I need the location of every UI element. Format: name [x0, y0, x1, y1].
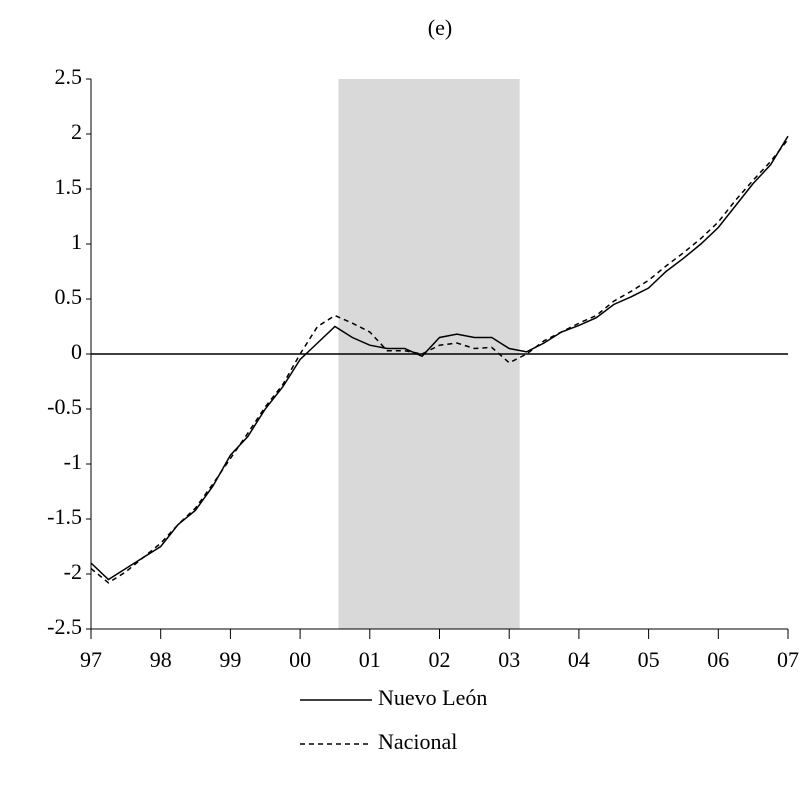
y-tick-label: -2.5: [47, 614, 82, 639]
y-tick-label: 1.5: [55, 174, 83, 199]
y-tick-label: 1: [71, 229, 82, 254]
series-line: [90, 135, 789, 581]
y-tick-label: -0.5: [47, 394, 82, 419]
x-tick-label: 05: [638, 647, 660, 672]
x-tick-label: 06: [707, 647, 729, 672]
y-tick-label: 2.5: [55, 64, 83, 89]
series-line: [90, 139, 789, 584]
x-tick-label: 00: [289, 647, 311, 672]
x-tick-label: 97: [80, 647, 102, 672]
legend-label: Nuevo León: [378, 685, 487, 710]
x-tick-label: 01: [359, 647, 381, 672]
y-tick-label: -1.5: [47, 504, 82, 529]
legend-label: Nacional: [378, 729, 457, 754]
x-tick-label: 04: [568, 647, 590, 672]
chart-title: (e): [428, 15, 452, 40]
y-tick-label: -2: [64, 559, 82, 584]
y-tick-label: 0.5: [55, 284, 83, 309]
y-tick-label: -1: [64, 449, 82, 474]
x-tick-label: 98: [150, 647, 172, 672]
x-tick-label: 02: [429, 647, 451, 672]
y-tick-label: 0: [71, 339, 82, 364]
x-tick-label: 99: [219, 647, 241, 672]
y-tick-label: 2: [71, 119, 82, 144]
x-tick-label: 03: [498, 647, 520, 672]
x-tick-label: 07: [777, 647, 799, 672]
